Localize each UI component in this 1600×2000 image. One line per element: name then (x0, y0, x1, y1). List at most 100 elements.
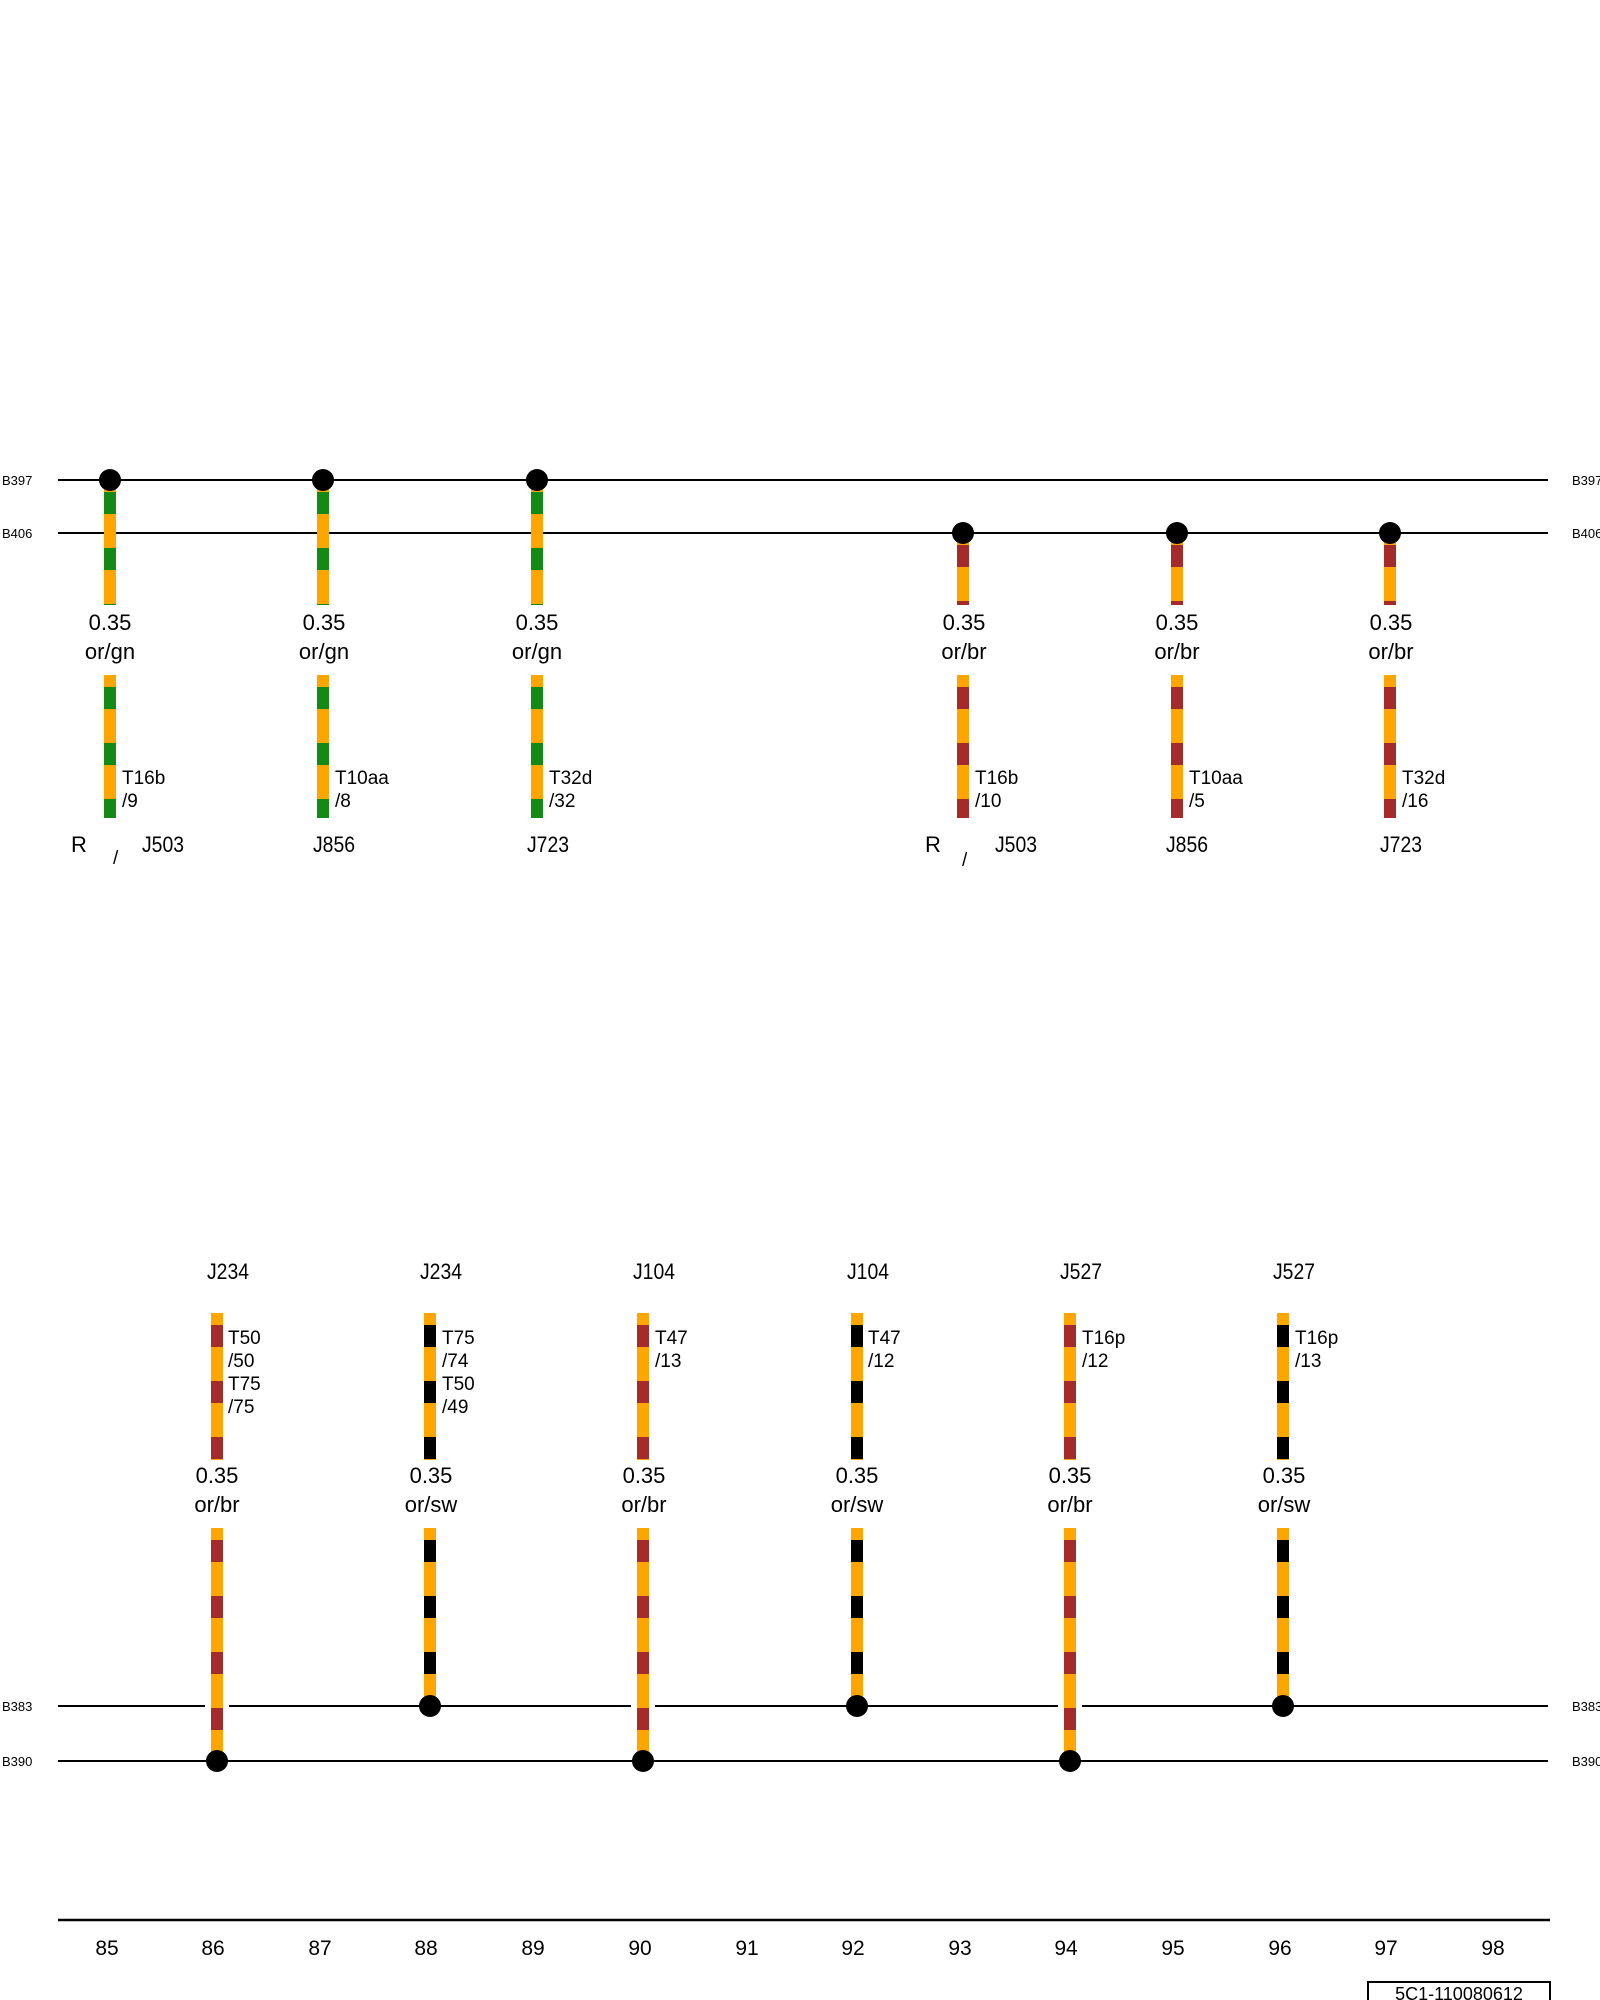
component-label: J503 (142, 832, 184, 857)
wire-stripe (1384, 799, 1396, 818)
wire-stripe (1171, 545, 1183, 567)
wire-stripe (424, 1540, 436, 1562)
connector-label-2: T75 (228, 1374, 261, 1395)
connector-label: T32d (549, 768, 592, 789)
bus-label-left-b397: B397 (2, 473, 32, 488)
wire-stripe (1064, 1596, 1076, 1618)
wire-gauge-label: 0.35 (1156, 610, 1199, 635)
wire-gauge-label: 0.35 (410, 1463, 453, 1488)
wire-crossing-gap (223, 1703, 229, 1709)
wire-gauge-label: 0.35 (1049, 1463, 1092, 1488)
scale-number: 85 (95, 1937, 118, 1960)
wire-segment-upper (1064, 1313, 1076, 1460)
component-slash-label: / (113, 848, 119, 869)
wire-segment-upper (531, 480, 543, 605)
wire-segment-lower (851, 1528, 863, 1706)
wire-column-3: 0.35 or/gn T32d /32 J723 (512, 469, 592, 857)
connector-pin-label: /12 (1082, 1351, 1108, 1372)
wire-stripe (1384, 743, 1396, 765)
wire-column-10: J104 T47 /12 0.35 or/sw (831, 1259, 901, 1717)
wire-crossing-gap (1076, 1703, 1082, 1709)
connector-pin-label: /12 (868, 1351, 894, 1372)
wire-stripe (531, 548, 543, 570)
wire-stripe (1171, 601, 1183, 605)
wire-stripe (1064, 1381, 1076, 1403)
wire-stripe (211, 1325, 223, 1347)
wire-stripe (317, 799, 329, 818)
wire-stripe (531, 743, 543, 765)
component-label: J723 (527, 832, 569, 857)
wire-color-label: or/br (941, 639, 986, 664)
scale-number: 95 (1161, 1937, 1184, 1960)
component-label: J723 (1380, 832, 1422, 857)
wire-stripe (637, 1652, 649, 1674)
wire-segment-upper (1277, 1313, 1289, 1460)
component-prefix-label: R (71, 832, 87, 857)
wire-segment-upper (851, 1313, 863, 1460)
wire-gauge-label: 0.35 (89, 610, 132, 635)
component-label: J234 (207, 1259, 249, 1284)
wire-color-label: or/sw (831, 1492, 884, 1517)
wire-stripe (1277, 1381, 1289, 1403)
wire-stripe (1171, 687, 1183, 709)
wire-segment-lower (104, 675, 116, 818)
connector-pin-label: /8 (335, 791, 351, 812)
connector-pin-label: /5 (1189, 791, 1205, 812)
scale-number: 91 (735, 1937, 758, 1960)
bus-label-left-b390: B390 (2, 1754, 32, 1769)
connector-pin-label: /13 (655, 1351, 681, 1372)
wire-color-label: or/sw (1258, 1492, 1311, 1517)
wire-column-1: 0.35 or/gn T16b /9 R / J503 (71, 469, 184, 869)
wire-stripe (637, 1437, 649, 1459)
connector-label: T16p (1082, 1328, 1125, 1349)
wire-stripe (637, 1325, 649, 1347)
wire-column-12: J527 T16p /13 0.35 or/sw (1258, 1259, 1338, 1717)
component-label: J234 (420, 1259, 462, 1284)
wire-segment-lower (1277, 1528, 1289, 1706)
component-label: J527 (1273, 1259, 1315, 1284)
scale-number: 90 (628, 1937, 651, 1960)
connector-pin-label: /9 (122, 791, 138, 812)
wire-stripe (637, 1540, 649, 1562)
wire-segment-lower (424, 1528, 436, 1706)
wire-stripe (211, 1540, 223, 1562)
wire-stripe (424, 1381, 436, 1403)
wire-segment-lower (205, 1528, 229, 1761)
scale-number: 96 (1268, 1937, 1291, 1960)
wire-gauge-label: 0.35 (1370, 610, 1413, 635)
connector-label: T32d (1402, 768, 1445, 789)
wire-stripe (317, 492, 329, 514)
wire-stripe (957, 799, 969, 818)
wire-stripe (104, 548, 116, 570)
wire-gauge-label: 0.35 (1263, 1463, 1306, 1488)
wire-color-label: or/br (194, 1492, 239, 1517)
wire-base (211, 1528, 223, 1761)
wire-segment-lower (317, 675, 329, 818)
scale-number: 94 (1054, 1937, 1078, 1960)
wire-stripe (637, 1708, 649, 1730)
wire-column-6: 0.35 or/br T32d /16 J723 (1368, 522, 1445, 857)
wire-base (637, 1528, 649, 1761)
wire-stripe (851, 1381, 863, 1403)
component-label: J856 (1166, 832, 1208, 857)
wire-stripe (424, 1652, 436, 1674)
wire-gauge-label: 0.35 (943, 610, 986, 635)
scale-number: 87 (308, 1937, 331, 1960)
wire-segment-lower (1058, 1528, 1082, 1761)
connector-label: T16p (1295, 1328, 1338, 1349)
wire-stripe (1384, 601, 1396, 605)
wire-segment-upper (1384, 533, 1396, 605)
wire-stripe (957, 687, 969, 709)
wire-color-label: or/gn (512, 639, 562, 664)
connector-pin-label-2: /49 (442, 1397, 468, 1418)
reference-number: 5C1-110080612 (1395, 1984, 1523, 2000)
scale-number: 89 (521, 1937, 544, 1960)
junction-dot (1059, 1750, 1081, 1772)
bus-label-right-b390: B390 (1572, 1754, 1600, 1769)
wire-column-7: J234 T50 /50 T75 /75 0.35 or/br (194, 1259, 261, 1772)
wire-stripe (851, 1652, 863, 1674)
wire-color-label: or/br (1154, 639, 1199, 664)
wire-stripe (637, 1596, 649, 1618)
wire-segment-lower (531, 675, 543, 818)
junction-dot (419, 1695, 441, 1717)
